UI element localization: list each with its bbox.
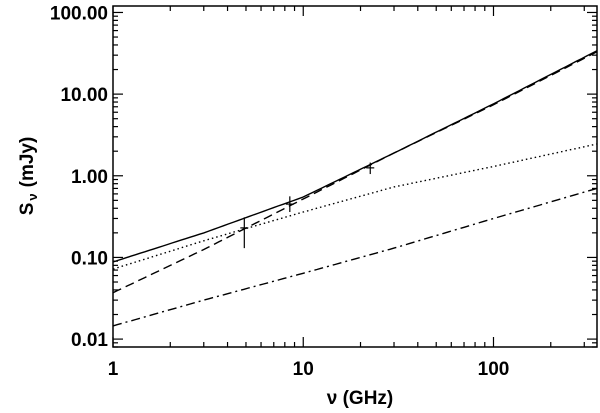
y-axis-title-subscript: ν [25,193,40,200]
y-tick-label: 1.00 [71,167,108,188]
series-dotted-line [112,143,598,270]
y-tick-label: 10.00 [60,85,108,106]
y-axis-title-unit: (mJy) [17,137,38,188]
x-tick-label: 10 [293,359,314,380]
y-tick-label: 100.00 [50,3,108,24]
data-points-layer [240,162,375,249]
series-dashdot-line [112,187,598,327]
series-solid-line [112,50,598,263]
x-tick-label: 1 [108,359,119,380]
series-layer [112,50,598,327]
y-axis-title-symbol: S [17,203,38,216]
x-tick-label: 100 [478,359,510,380]
y-axis-ticks: 0.01 0.10 1.00 10.00 100.00 [50,3,597,351]
y-axis-title: Sν (mJy) [17,137,40,216]
y-tick-label: 0.10 [71,248,108,269]
x-axis-title: ν (GHz) [327,388,394,409]
y-tick-label: 0.01 [71,330,108,351]
plot-frame [112,5,598,348]
x-axis-ticks: 1 10 100 [108,6,585,380]
